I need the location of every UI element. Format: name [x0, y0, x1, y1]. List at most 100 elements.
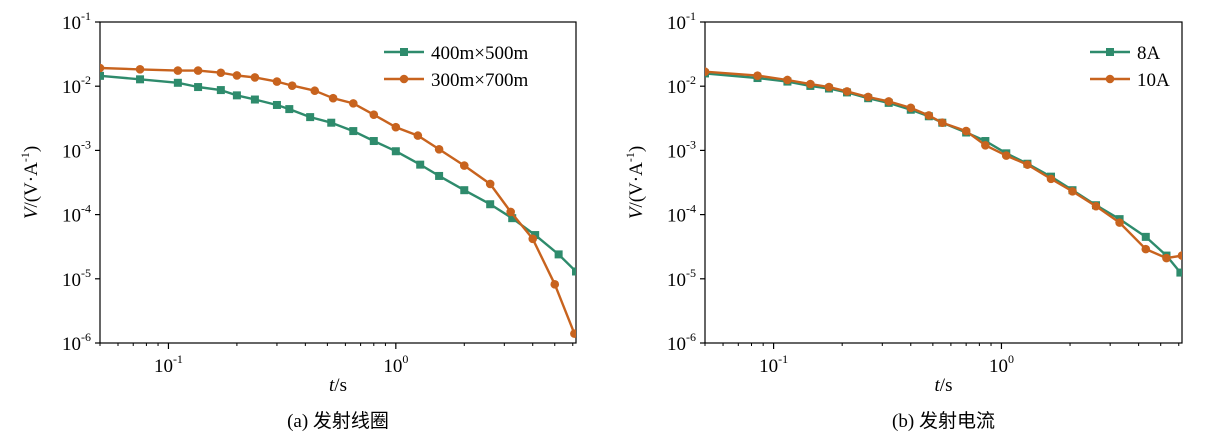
- y-tick-label: 10-2: [667, 73, 696, 98]
- data-point: [349, 127, 358, 136]
- plot-frame: [704, 21, 1183, 344]
- data-point: [906, 103, 916, 113]
- data-point: [570, 329, 576, 338]
- data-point: [1023, 160, 1032, 169]
- data-point: [369, 110, 379, 119]
- legend-label: 300m×700m: [431, 70, 528, 91]
- data-point: [1091, 201, 1101, 211]
- x-axis-label: t/s: [935, 375, 953, 396]
- y-tick-label: 10-1: [667, 9, 696, 34]
- y-tick-label: 10-4: [62, 202, 91, 227]
- data-point: [135, 65, 145, 74]
- data-point: [937, 118, 947, 128]
- data-point: [194, 83, 203, 92]
- series-line-0: [705, 72, 1182, 274]
- legend-marker: [400, 48, 408, 56]
- data-point: [434, 145, 444, 154]
- data-point: [136, 75, 145, 84]
- data-point: [416, 160, 425, 169]
- data-point: [981, 141, 990, 150]
- legend-marker: [1105, 74, 1115, 84]
- series-line-1: [705, 70, 1182, 260]
- y-tick-label: 10-6: [62, 330, 91, 355]
- series-layer: [705, 67, 1182, 277]
- y-tick-label: 10-2: [62, 73, 91, 98]
- data-point: [506, 207, 515, 217]
- x-tick-label: 10-1: [759, 352, 788, 377]
- chart-b: 10-1 10-2 10-3 10-4 10-5 10-6 10-1 100 t/s V/(V·A…: [623, 9, 1183, 432]
- data-point: [572, 267, 576, 276]
- data-point: [485, 179, 495, 189]
- data-point: [310, 86, 320, 96]
- chart-a: 10-1 10-2 10-3 10-4 10-5 10-6 10-1 100 t/s V/(V·A…: [18, 9, 577, 432]
- data-point: [753, 71, 762, 80]
- data-point: [554, 250, 563, 259]
- data-point: [272, 77, 282, 86]
- series-layer: [100, 63, 576, 338]
- data-point: [348, 99, 358, 108]
- series-line-0: [100, 74, 576, 273]
- data-point: [391, 147, 400, 156]
- data-point: [391, 122, 401, 132]
- y-tick-label: 10-4: [667, 202, 696, 227]
- data-point: [306, 113, 315, 122]
- data-point: [100, 63, 105, 73]
- data-point: [369, 137, 378, 146]
- data-point: [1141, 232, 1150, 241]
- data-point: [100, 71, 104, 80]
- data-point: [508, 214, 517, 223]
- x-tick-label: 10-1: [154, 352, 183, 377]
- data-point: [435, 171, 444, 180]
- data-point: [531, 231, 540, 240]
- data-point: [863, 92, 873, 102]
- data-point: [173, 78, 182, 87]
- data-point: [486, 200, 495, 209]
- legend-label: 400m×500m: [431, 43, 528, 64]
- y-tick-label: 10-3: [667, 137, 696, 162]
- x-tick-label: 100: [383, 352, 408, 377]
- data-point: [528, 234, 538, 244]
- data-point: [806, 79, 815, 89]
- data-point: [232, 71, 242, 80]
- data-point: [1162, 253, 1171, 263]
- chart-caption: (b) 发射电流: [892, 410, 995, 432]
- data-point: [1046, 174, 1056, 184]
- data-point: [232, 91, 241, 100]
- data-point: [1001, 151, 1011, 160]
- y-tick-label: 10-5: [62, 266, 91, 291]
- y-axis-label: V/(V·A-1): [18, 146, 42, 219]
- data-point: [884, 97, 893, 106]
- data-point: [705, 67, 710, 77]
- y-tick-label: 10-1: [62, 9, 91, 34]
- chart-caption: (a) 发射线圈: [287, 410, 389, 432]
- legend-marker: [399, 74, 409, 84]
- x-tick-label: 100: [989, 352, 1014, 377]
- plot-frame: [99, 21, 577, 344]
- legend-label: 10A: [1137, 70, 1170, 91]
- data-point: [250, 95, 259, 104]
- data-point: [924, 111, 934, 120]
- data-point: [328, 93, 338, 103]
- data-point: [459, 161, 469, 170]
- data-point: [272, 100, 281, 109]
- y-axis-label: V/(V·A-1): [623, 146, 647, 219]
- data-point: [250, 73, 260, 82]
- y-tick-label: 10-5: [667, 266, 696, 291]
- data-point: [216, 68, 226, 78]
- data-point: [550, 280, 560, 289]
- data-point: [1177, 251, 1182, 260]
- y-tick-label: 10-3: [62, 137, 91, 162]
- data-point: [287, 81, 297, 90]
- data-point: [824, 82, 834, 92]
- data-point: [327, 118, 336, 127]
- x-axis-label: t/s: [329, 375, 347, 396]
- legend-label: 8A: [1137, 43, 1161, 64]
- data-point: [285, 105, 294, 114]
- legend-marker: [1106, 48, 1114, 56]
- data-point: [1141, 244, 1151, 254]
- data-point: [1115, 218, 1124, 227]
- data-point: [1176, 268, 1182, 277]
- data-point: [460, 186, 469, 195]
- data-point: [1068, 187, 1077, 196]
- data-point: [216, 86, 225, 95]
